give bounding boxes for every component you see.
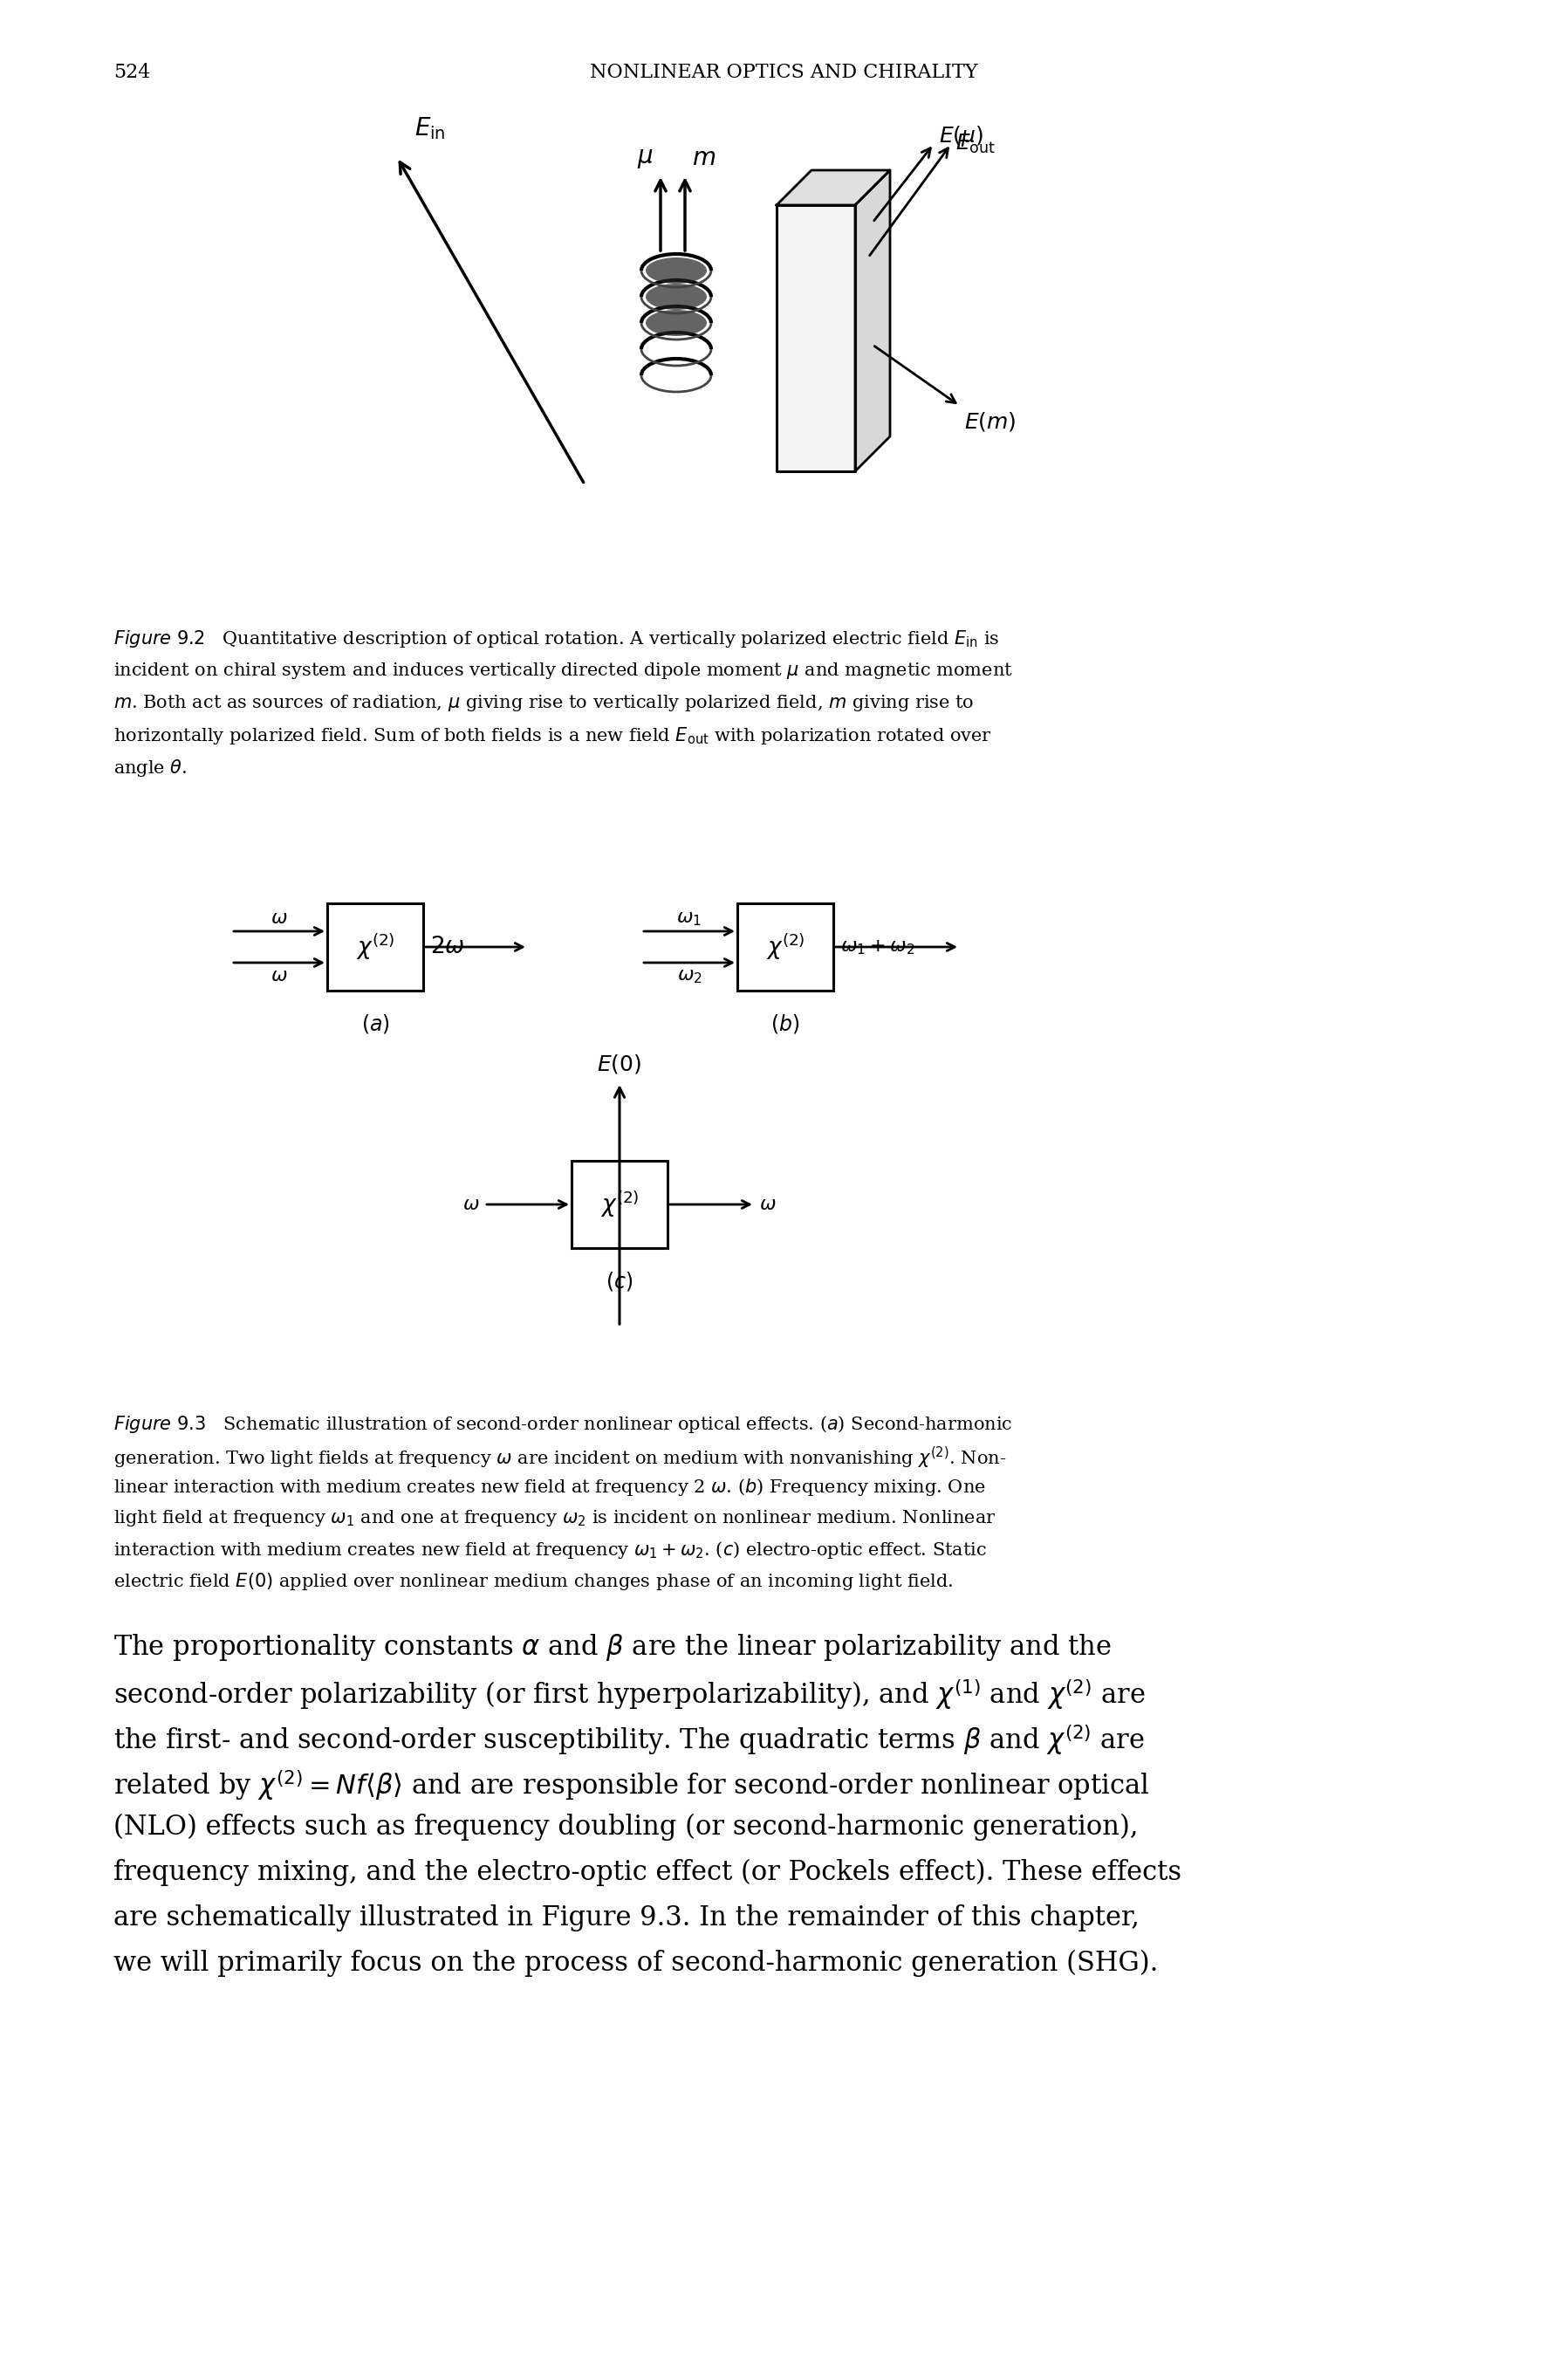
Text: $\omega$: $\omega$ bbox=[463, 1194, 480, 1213]
Text: $(\mathit{b})$: $(\mathit{b})$ bbox=[771, 1012, 800, 1036]
Bar bbox=[737, 904, 833, 991]
Polygon shape bbox=[855, 170, 891, 472]
Bar bbox=[571, 1161, 668, 1248]
Text: $\mathit{m}$. Both act as sources of radiation, $\mu$ giving rise to vertically : $\mathit{m}$. Both act as sources of rad… bbox=[113, 694, 974, 713]
Text: we will primarily focus on the process of second-harmonic generation (SHG).: we will primarily focus on the process o… bbox=[113, 1949, 1159, 1978]
Text: horizontally polarized field. Sum of both fields is a new field $E_\mathrm{out}$: horizontally polarized field. Sum of bot… bbox=[113, 725, 993, 746]
Text: $(\mathit{c})$: $(\mathit{c})$ bbox=[605, 1270, 633, 1293]
Bar bbox=[328, 904, 423, 991]
Text: (NLO) effects such as frequency doubling (or second-harmonic generation),: (NLO) effects such as frequency doubling… bbox=[113, 1812, 1138, 1841]
Text: $2\omega$: $2\omega$ bbox=[430, 937, 464, 958]
Polygon shape bbox=[776, 205, 855, 472]
Text: $E_\mathrm{in}$: $E_\mathrm{in}$ bbox=[414, 116, 445, 142]
Text: $E(0)$: $E(0)$ bbox=[597, 1053, 641, 1076]
Polygon shape bbox=[776, 170, 891, 205]
Text: $\mathit{Figure\ 9.3}$   Schematic illustration of second-order nonlinear optica: $\mathit{Figure\ 9.3}$ Schematic illustr… bbox=[113, 1414, 1013, 1435]
Text: $m$: $m$ bbox=[691, 146, 715, 170]
Text: The proportionality constants $\alpha$ and $\beta$ are the linear polarizability: The proportionality constants $\alpha$ a… bbox=[113, 1633, 1112, 1664]
Text: $(\mathit{a})$: $(\mathit{a})$ bbox=[361, 1012, 389, 1036]
Text: $E(m)$: $E(m)$ bbox=[964, 411, 1016, 432]
Text: the first- and second-order susceptibility. The quadratic terms $\beta$ and $\ch: the first- and second-order susceptibili… bbox=[113, 1723, 1145, 1756]
Text: incident on chiral system and induces vertically directed dipole moment $\mu$ an: incident on chiral system and induces ve… bbox=[113, 661, 1013, 680]
Ellipse shape bbox=[646, 283, 707, 309]
Text: interaction with medium creates new field at frequency $\omega_1 + \omega_2$. ($: interaction with medium creates new fiel… bbox=[113, 1539, 986, 1560]
Text: $\omega$: $\omega$ bbox=[759, 1194, 776, 1213]
Text: generation. Two light fields at frequency $\omega$ are incident on medium with n: generation. Two light fields at frequenc… bbox=[113, 1444, 1007, 1470]
Text: 524: 524 bbox=[113, 64, 151, 83]
Text: angle $\theta$.: angle $\theta$. bbox=[113, 758, 187, 779]
Ellipse shape bbox=[646, 257, 707, 283]
Text: $\omega$: $\omega$ bbox=[271, 909, 289, 927]
Text: $\chi^{(2)}$: $\chi^{(2)}$ bbox=[356, 932, 395, 963]
Text: $\mu$: $\mu$ bbox=[637, 146, 654, 170]
Text: light field at frequency $\omega_1$ and one at frequency $\omega_2$ is incident : light field at frequency $\omega_1$ and … bbox=[113, 1508, 996, 1529]
Text: electric field $E(0)$ applied over nonlinear medium changes phase of an incoming: electric field $E(0)$ applied over nonli… bbox=[113, 1572, 953, 1593]
Text: $\chi^{(2)}$: $\chi^{(2)}$ bbox=[601, 1189, 640, 1220]
Text: $\omega_2$: $\omega_2$ bbox=[677, 965, 702, 986]
Text: $\chi^{(2)}$: $\chi^{(2)}$ bbox=[765, 932, 804, 963]
Text: second-order polarizability (or first hyperpolarizability), and $\chi^{(1)}$ and: second-order polarizability (or first hy… bbox=[113, 1678, 1145, 1711]
Text: $\mathit{Figure\ 9.2}$   Quantitative description of optical rotation. A vertica: $\mathit{Figure\ 9.2}$ Quantitative desc… bbox=[113, 628, 999, 649]
Text: related by $\chi^{(2)} = Nf\langle\beta\rangle$ and are responsible for second-o: related by $\chi^{(2)} = Nf\langle\beta\… bbox=[113, 1768, 1149, 1803]
Text: $\omega_1$: $\omega_1$ bbox=[677, 909, 702, 927]
Text: NONLINEAR OPTICS AND CHIRALITY: NONLINEAR OPTICS AND CHIRALITY bbox=[590, 64, 978, 83]
Text: $\omega_1+\omega_2$: $\omega_1+\omega_2$ bbox=[840, 937, 914, 956]
Text: $\omega$: $\omega$ bbox=[271, 965, 289, 986]
Text: linear interaction with medium creates new field at frequency 2 $\omega$. ($\mat: linear interaction with medium creates n… bbox=[113, 1477, 986, 1499]
Text: $E_\mathrm{out}$: $E_\mathrm{out}$ bbox=[955, 132, 996, 156]
Text: frequency mixing, and the electro-optic effect (or Pockels effect). These effect: frequency mixing, and the electro-optic … bbox=[113, 1860, 1182, 1886]
Ellipse shape bbox=[646, 309, 707, 335]
Text: $E(\mu)$: $E(\mu)$ bbox=[939, 125, 983, 149]
Text: are schematically illustrated in Figure 9.3. In the remainder of this chapter,: are schematically illustrated in Figure … bbox=[113, 1905, 1140, 1930]
